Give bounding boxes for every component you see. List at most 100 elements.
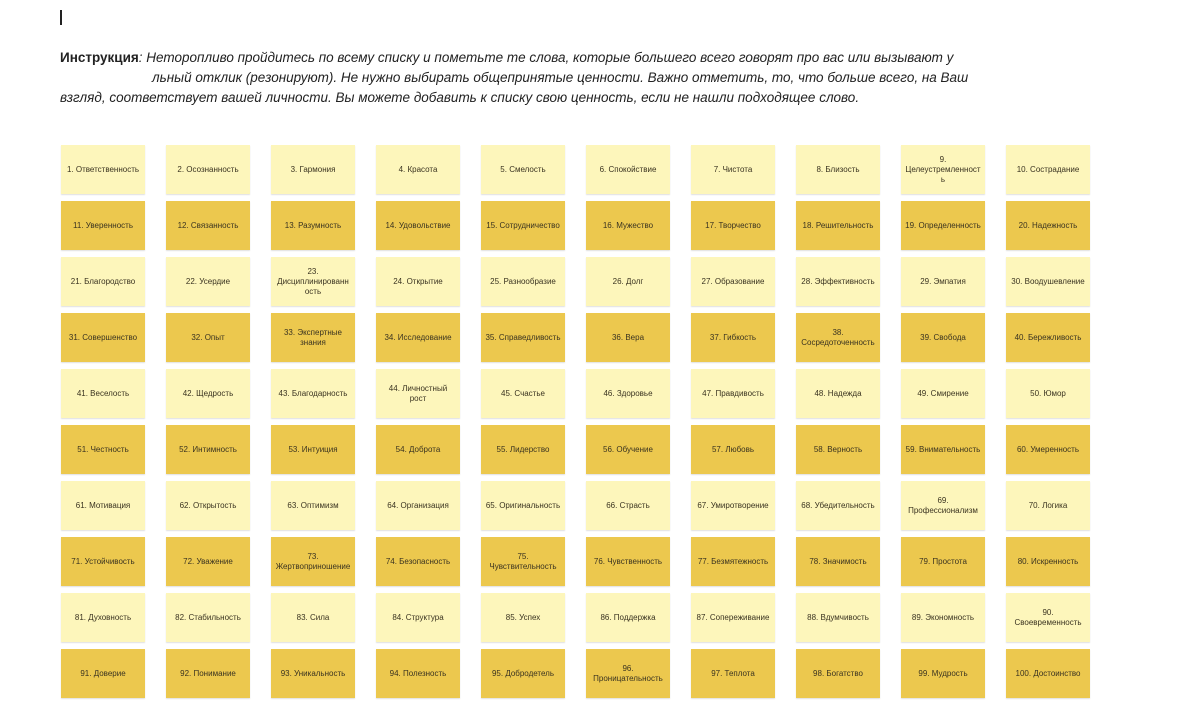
sticky-note[interactable]: 35. Справедливость [481, 313, 565, 362]
sticky-note[interactable]: 73. Жертвоприношение [271, 537, 355, 586]
sticky-note[interactable]: 58. Верность [796, 425, 880, 474]
sticky-note[interactable]: 31. Совершенство [61, 313, 145, 362]
sticky-note[interactable]: 41. Веселость [61, 369, 145, 418]
sticky-note[interactable]: 88. Вдумчивость [796, 593, 880, 642]
sticky-note[interactable]: 17. Творчество [691, 201, 775, 250]
sticky-note[interactable]: 9. Целеустремленность [901, 145, 985, 194]
sticky-note[interactable]: 16. Мужество [586, 201, 670, 250]
sticky-note[interactable]: 24. Открытие [376, 257, 460, 306]
sticky-note[interactable]: 78. Значимость [796, 537, 880, 586]
sticky-note[interactable]: 34. Исследование [376, 313, 460, 362]
sticky-note[interactable]: 72. Уважение [166, 537, 250, 586]
sticky-note[interactable]: 25. Разнообразие [481, 257, 565, 306]
sticky-note[interactable]: 6. Спокойствие [586, 145, 670, 194]
sticky-note[interactable]: 12. Связанность [166, 201, 250, 250]
sticky-note[interactable]: 39. Свобода [901, 313, 985, 362]
sticky-note[interactable]: 89. Экономность [901, 593, 985, 642]
sticky-note[interactable]: 2. Осознанность [166, 145, 250, 194]
sticky-note[interactable]: 61. Мотивация [61, 481, 145, 530]
sticky-note[interactable]: 22. Усердие [166, 257, 250, 306]
sticky-note[interactable]: 84. Структура [376, 593, 460, 642]
sticky-note[interactable]: 57. Любовь [691, 425, 775, 474]
sticky-note[interactable]: 87. Сопереживание [691, 593, 775, 642]
sticky-note[interactable]: 80. Искренность [1006, 537, 1090, 586]
sticky-note[interactable]: 54. Доброта [376, 425, 460, 474]
sticky-note[interactable]: 27. Образование [691, 257, 775, 306]
sticky-note[interactable]: 81. Духовность [61, 593, 145, 642]
sticky-note[interactable]: 29. Эмпатия [901, 257, 985, 306]
sticky-note[interactable]: 4. Красота [376, 145, 460, 194]
sticky-note[interactable]: 93. Уникальность [271, 649, 355, 698]
sticky-note[interactable]: 76. Чувственность [586, 537, 670, 586]
sticky-note[interactable]: 64. Организация [376, 481, 460, 530]
sticky-note[interactable]: 71. Устойчивость [61, 537, 145, 586]
sticky-note[interactable]: 60. Умеренность [1006, 425, 1090, 474]
sticky-note[interactable]: 82. Стабильность [166, 593, 250, 642]
sticky-note[interactable]: 94. Полезность [376, 649, 460, 698]
sticky-note[interactable]: 23. Дисциплинированность [271, 257, 355, 306]
sticky-note[interactable]: 55. Лидерство [481, 425, 565, 474]
sticky-note[interactable]: 51. Честность [61, 425, 145, 474]
sticky-note[interactable]: 95. Добродетель [481, 649, 565, 698]
sticky-note[interactable]: 32. Опыт [166, 313, 250, 362]
sticky-note[interactable]: 21. Благородство [61, 257, 145, 306]
sticky-note[interactable]: 66. Страсть [586, 481, 670, 530]
sticky-note[interactable]: 49. Смирение [901, 369, 985, 418]
sticky-note[interactable]: 59. Внимательность [901, 425, 985, 474]
sticky-note[interactable]: 26. Долг [586, 257, 670, 306]
sticky-note[interactable]: 36. Вера [586, 313, 670, 362]
sticky-note[interactable]: 50. Юмор [1006, 369, 1090, 418]
sticky-note[interactable]: 10. Сострадание [1006, 145, 1090, 194]
sticky-note[interactable]: 86. Поддержка [586, 593, 670, 642]
sticky-note[interactable]: 11. Уверенность [61, 201, 145, 250]
sticky-note[interactable]: 83. Сила [271, 593, 355, 642]
sticky-note[interactable]: 75. Чувствительность [481, 537, 565, 586]
sticky-note[interactable]: 40. Бережливость [1006, 313, 1090, 362]
sticky-note[interactable]: 96. Проницательность [586, 649, 670, 698]
sticky-note[interactable]: 14. Удовольствие [376, 201, 460, 250]
sticky-note[interactable]: 62. Открытость [166, 481, 250, 530]
sticky-note[interactable]: 99. Мудрость [901, 649, 985, 698]
sticky-note[interactable]: 67. Умиротворение [691, 481, 775, 530]
sticky-note[interactable]: 90. Своевременность [1006, 593, 1090, 642]
sticky-note[interactable]: 19. Определенность [901, 201, 985, 250]
sticky-note[interactable]: 65. Оригинальность [481, 481, 565, 530]
sticky-note[interactable]: 92. Понимание [166, 649, 250, 698]
sticky-note[interactable]: 30. Воодушевление [1006, 257, 1090, 306]
sticky-note[interactable]: 53. Интуиция [271, 425, 355, 474]
sticky-note[interactable]: 70. Логика [1006, 481, 1090, 530]
sticky-note[interactable]: 74. Безопасность [376, 537, 460, 586]
sticky-note[interactable]: 68. Убедительность [796, 481, 880, 530]
sticky-note[interactable]: 46. Здоровье [586, 369, 670, 418]
sticky-note[interactable]: 91. Доверие [61, 649, 145, 698]
sticky-note[interactable]: 79. Простота [901, 537, 985, 586]
sticky-note[interactable]: 47. Правдивость [691, 369, 775, 418]
sticky-note[interactable]: 28. Эффективность [796, 257, 880, 306]
sticky-note[interactable]: 7. Чистота [691, 145, 775, 194]
sticky-note[interactable]: 8. Близость [796, 145, 880, 194]
sticky-note[interactable]: 15. Сотрудничество [481, 201, 565, 250]
sticky-note[interactable]: 38. Сосредоточенность [796, 313, 880, 362]
sticky-note[interactable]: 85. Успех [481, 593, 565, 642]
sticky-note[interactable]: 1. Ответственность [61, 145, 145, 194]
sticky-note[interactable]: 100. Достоинство [1006, 649, 1090, 698]
sticky-note[interactable]: 3. Гармония [271, 145, 355, 194]
sticky-note[interactable]: 18. Решительность [796, 201, 880, 250]
sticky-note[interactable]: 98. Богатство [796, 649, 880, 698]
sticky-note[interactable]: 45. Счастье [481, 369, 565, 418]
sticky-note[interactable]: 77. Безмятежность [691, 537, 775, 586]
sticky-note[interactable]: 33. Экспертные знания [271, 313, 355, 362]
sticky-note[interactable]: 63. Оптимизм [271, 481, 355, 530]
sticky-note[interactable]: 48. Надежда [796, 369, 880, 418]
sticky-note[interactable]: 42. Щедрость [166, 369, 250, 418]
sticky-note[interactable]: 97. Теплота [691, 649, 775, 698]
sticky-note[interactable]: 52. Интимность [166, 425, 250, 474]
sticky-note[interactable]: 5. Смелость [481, 145, 565, 194]
sticky-note[interactable]: 43. Благодарность [271, 369, 355, 418]
sticky-note[interactable]: 37. Гибкость [691, 313, 775, 362]
sticky-note[interactable]: 44. Личностный рост [376, 369, 460, 418]
sticky-note[interactable]: 13. Разумность [271, 201, 355, 250]
sticky-note[interactable]: 69. Профессионализм [901, 481, 985, 530]
sticky-note[interactable]: 56. Обучение [586, 425, 670, 474]
sticky-note[interactable]: 20. Надежность [1006, 201, 1090, 250]
